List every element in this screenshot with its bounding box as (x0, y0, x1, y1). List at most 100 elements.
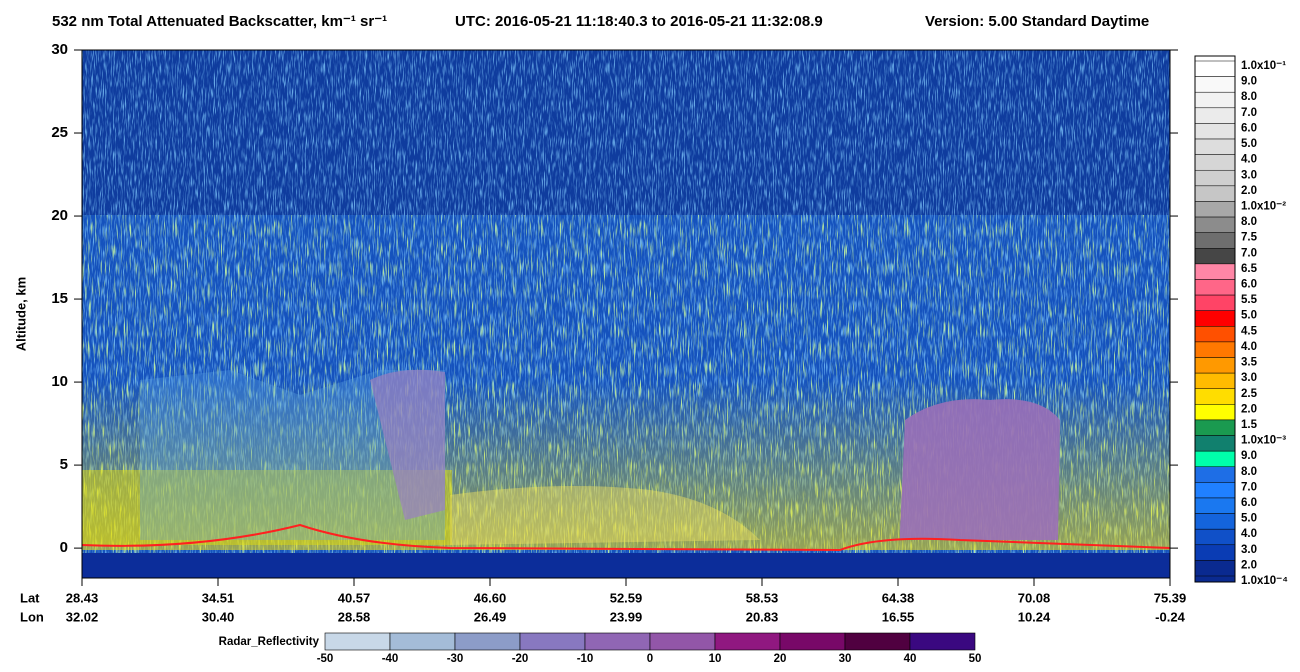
colorbar-label: 1.0x10⁻³ (1241, 435, 1286, 447)
radar-swatch (649, 632, 716, 651)
colorbar-swatch (1194, 388, 1236, 405)
colorbar-label: 8.0 (1241, 91, 1257, 103)
radar-tick-label: 30 (839, 653, 852, 665)
colorbar-swatch (1194, 435, 1236, 452)
radar-swatch (454, 632, 521, 651)
lon-label: 23.99 (610, 609, 643, 624)
radar-swatch (324, 632, 391, 651)
colorbar-label: 8.0 (1241, 216, 1257, 228)
colorbar-swatch (1194, 169, 1236, 187)
colorbar-swatch (1194, 326, 1236, 343)
colorbar-swatch (1194, 76, 1236, 93)
surface-return (82, 523, 1170, 552)
lon-label: 16.55 (882, 609, 915, 624)
colorbar-label: 5.0 (1241, 138, 1257, 150)
colorbar-label: 6.0 (1241, 497, 1257, 509)
convective-cloud (900, 399, 1060, 540)
colorbar-swatch (1194, 544, 1236, 561)
colorbar-label: 4.0 (1241, 341, 1257, 353)
colorbar-swatch (1194, 357, 1236, 374)
colorbar-label: 3.0 (1241, 169, 1257, 181)
lon-label: 10.24 (1018, 609, 1051, 624)
y-tick-label: 10 (51, 373, 68, 390)
colorbar-label: 6.0 (1241, 279, 1257, 291)
colorbar-swatch (1194, 310, 1236, 327)
colorbar-label: 5.0 (1241, 513, 1257, 525)
radar-tick-label: -40 (382, 653, 399, 665)
radar-tick-label: -20 (512, 653, 529, 665)
colorbar-cap (1195, 576, 1235, 582)
colorbar-swatch (1194, 154, 1236, 171)
lon-label: 20.83 (746, 609, 779, 624)
lat-label: 40.57 (338, 590, 371, 605)
colorbar-label: 9.0 (1241, 450, 1257, 462)
convective-cloud (370, 369, 445, 520)
colorbar-label: 9.0 (1241, 76, 1257, 88)
colorbar-label: 3.5 (1241, 357, 1258, 369)
y-tick-label: 25 (51, 124, 68, 141)
radar-swatch (389, 632, 456, 651)
radar-swatch (844, 632, 911, 651)
radar-swatch (584, 632, 651, 651)
colorbar-swatch (1194, 482, 1236, 499)
colorbar-label: 7.0 (1241, 107, 1257, 119)
colorbar-label: 7.5 (1241, 232, 1258, 244)
cloud (140, 370, 445, 540)
lon-label: 26.49 (474, 609, 507, 624)
colorbar-swatch (1194, 138, 1236, 155)
chart-title: 532 nm Total Attenuated Backscatter, km⁻… (52, 13, 387, 30)
colorbar-label: 3.0 (1241, 372, 1257, 384)
time-range: UTC: 2016-05-21 11:18:40.3 to 2016-05-21… (455, 13, 823, 30)
colorbar-label: 7.0 (1241, 481, 1257, 493)
colorbar-swatch (1194, 560, 1236, 577)
colorbar-label: 2.0 (1241, 185, 1257, 197)
radar-tick-label: 50 (969, 653, 982, 665)
colorbar-label: 4.5 (1241, 325, 1258, 337)
colorbar-swatch (1194, 497, 1236, 514)
lon-label: 28.58 (338, 609, 371, 624)
colorbar-swatch (1194, 232, 1236, 249)
lat-label: 58.53 (746, 590, 779, 605)
radar-swatch (519, 632, 586, 651)
colorbar-swatch (1194, 107, 1236, 124)
colorbar-label: 7.0 (1241, 247, 1257, 259)
colorbar-swatch (1194, 419, 1236, 436)
radar-tick-label: -50 (317, 653, 334, 665)
colorbar-swatch (1194, 201, 1236, 218)
colorbar-label: 6.0 (1241, 122, 1257, 134)
backscatter-curtain (82, 50, 1170, 578)
radar-tick-label: 40 (904, 653, 917, 665)
colorbar-label: 1.0x10⁻⁴ (1241, 575, 1288, 587)
colorbar-swatch (1194, 123, 1236, 140)
version: Version: 5.00 Standard Daytime (925, 13, 1149, 30)
radar-swatch (909, 632, 976, 651)
colorbar-swatch (1194, 294, 1236, 311)
colorbar-swatch (1194, 450, 1236, 468)
lat-label: 52.59 (610, 590, 643, 605)
colorbar-label: 5.5 (1241, 294, 1258, 306)
colorbar-swatch (1194, 216, 1236, 233)
lat-label: 70.08 (1018, 590, 1051, 605)
colorbar-swatch (1194, 185, 1236, 202)
y-axis-label: Altitude, km (13, 277, 28, 351)
colorbar-label: 1.0x10⁻¹ (1241, 60, 1286, 72)
radar-tick-label: 10 (709, 653, 722, 665)
colorbar-swatch (1194, 60, 1236, 77)
lat-label: 64.38 (882, 590, 915, 605)
colorbar-cap (1195, 56, 1235, 61)
row-label: Lon (20, 609, 44, 624)
colorbar-frame (1194, 55, 1236, 583)
radar-tick-label: -10 (577, 653, 594, 665)
colorbar-label: 4.0 (1241, 154, 1257, 166)
colorbar-label: 2.5 (1241, 388, 1258, 400)
radar-swatch (714, 632, 781, 651)
colorbar-swatch (1194, 279, 1236, 296)
colorbar-swatch (1194, 466, 1236, 483)
colorbar-swatch (1194, 91, 1236, 109)
colorbar-swatch (1194, 248, 1236, 265)
colorbar-swatch (1194, 372, 1236, 389)
colorbar-swatch (1194, 528, 1236, 546)
colorbar-swatch (1194, 513, 1236, 530)
colorbar-label: 2.0 (1241, 559, 1257, 571)
